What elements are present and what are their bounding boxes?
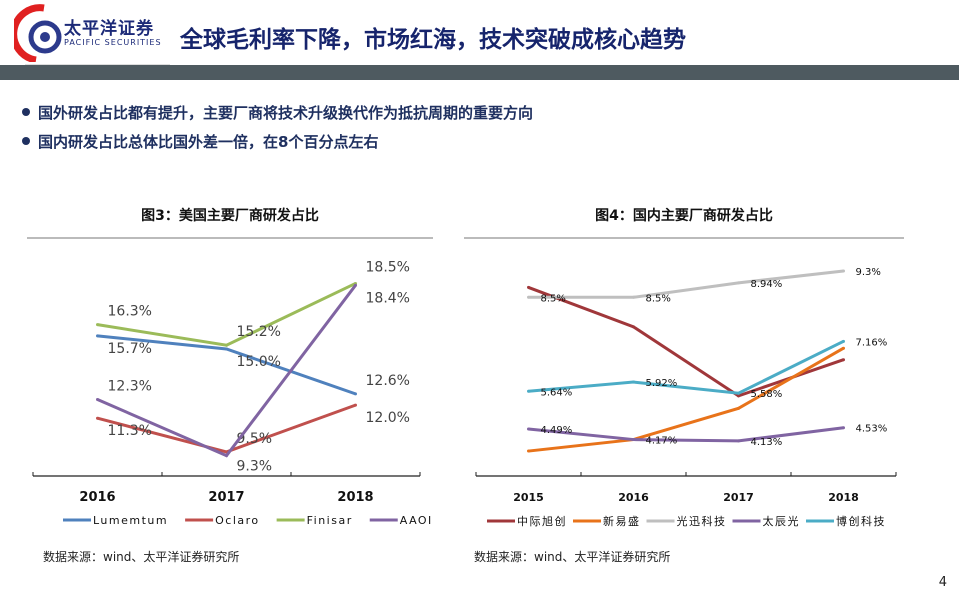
brand-name-en: PACIFIC SECURITIES [64,38,162,47]
data-point [842,269,845,273]
data-point [737,281,740,285]
data-label: 4.49% [541,425,573,436]
x-tick-label: 2015 [513,491,544,504]
x-tick-label: 2017 [208,490,244,505]
data-label: 9.3% [856,267,881,278]
bullet-item: 国内研发占比总体比国外差一倍，在8个百分点左右 [22,131,378,152]
data-point [354,403,357,407]
legend-label: 博创科技 [836,514,886,528]
divider [464,237,904,239]
legend-label: 中际旭创 [517,514,567,528]
data-point [225,347,228,351]
data-point [225,343,228,347]
series-line-太辰光 [528,426,844,443]
x-tick-label: 2016 [618,491,649,504]
legend-label: Finisar [307,514,353,527]
legend-label: Lumemtum [93,514,168,527]
data-label: 15.0% [237,354,281,370]
data-label: 5.58% [751,389,783,400]
data-point [737,394,740,398]
data-label: 4.53% [856,424,888,435]
series-line-中际旭创 [527,286,844,398]
data-point [737,406,740,410]
data-point [632,438,635,442]
data-point [632,295,635,299]
legend-label: AAOI [400,514,433,527]
data-point [842,426,845,430]
data-label: 15.2% [237,324,281,340]
legend-label: 新易盛 [603,514,641,528]
data-point [527,389,530,393]
data-label: 4.17% [646,436,678,447]
data-point [225,454,228,458]
x-tick-label: 2016 [79,490,115,505]
data-label: 4.13% [751,437,783,448]
legend-label: 太辰光 [763,514,801,528]
chart-title: 图3：美国主要厂商研发占比 [141,208,319,224]
data-point [737,391,740,395]
data-label: 15.7% [108,341,152,357]
data-point [527,449,530,453]
data-point [354,283,357,287]
data-point [354,392,357,396]
data-point [842,358,845,362]
data-point [527,427,530,431]
data-label: 18.5% [366,259,410,275]
bullet-icon [22,137,30,145]
data-point [527,295,530,299]
logo-mark-icon [10,4,62,64]
data-point [632,325,635,329]
source-note: 数据来源：wind、太平洋证券研究所 [474,550,671,564]
page-title: 全球毛利率下降，市场红海，技术突破成核心趋势 [180,27,686,53]
bullet-text: 国外研发占比都有提升，主要厂商将技术升级换代作为抵抗周期的重要方向 [38,104,534,122]
x-tick-label: 2017 [723,491,754,504]
data-point [632,438,635,442]
series-line-新易盛 [528,346,845,453]
bullet-text: 国内研发占比总体比国外差一倍，在8个百分点左右 [38,133,379,151]
brand-name: 太平洋证券 [64,19,154,39]
page-number: 4 [938,575,947,590]
data-label: 12.6% [366,373,410,389]
data-label: 8.5% [646,293,671,304]
data-point [737,439,740,443]
data-point [842,339,845,343]
series-line-博创科技 [528,339,845,395]
source-note: 数据来源：wind、太平洋证券研究所 [43,550,240,564]
legend-label: Oclaro [215,514,260,527]
series-line-光迅科技 [528,269,844,299]
x-tick-label: 2018 [337,490,373,505]
data-label: 5.92% [646,378,678,389]
data-label: 16.3% [108,304,152,320]
data-label: 12.0% [366,410,410,426]
bullet-icon [22,108,30,116]
data-point [96,398,99,402]
data-label: 9.5% [237,431,273,447]
header-bar [0,65,959,80]
data-point [96,323,99,327]
data-label: 8.5% [541,293,566,304]
data-label: 8.94% [751,279,783,290]
divider [27,237,433,239]
data-label: 9.3% [237,459,273,475]
data-point [96,334,99,338]
us-rd-chart: 2016 2017 2018 15.7% 15.0% 12.6% 11.3% 9.5% 12.0… [32,259,433,527]
bullet-item: 国外研发占比都有提升，主要厂商将技术升级换代作为抵抗周期的重要方向 [22,102,533,123]
data-label: 7.16% [856,337,888,348]
data-label: 18.4% [366,290,410,306]
data-label: 11.3% [108,423,152,439]
data-label: 12.3% [108,379,152,395]
data-point [527,285,530,289]
legend-label: 光迅科技 [677,514,727,528]
data-point [96,416,99,420]
chart-title: 图4：国内主要厂商研发占比 [595,208,773,224]
x-tick-label: 2018 [828,491,859,504]
data-point [632,380,635,384]
data-label: 5.64% [541,387,573,398]
logo [10,4,174,64]
data-point [842,346,845,350]
